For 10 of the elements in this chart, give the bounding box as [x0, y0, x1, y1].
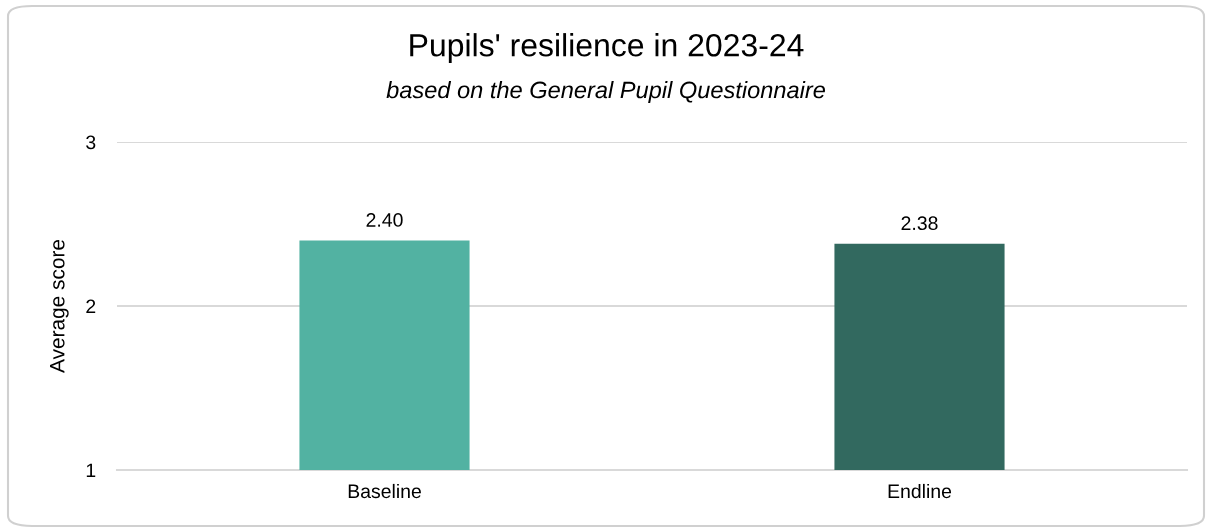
chart-title: Pupils' resilience in 2023-24 — [410, 33, 804, 63]
data-label: 2.40 — [366, 213, 403, 227]
x-tick-label: Baseline — [348, 483, 421, 499]
y-axis-title: Average score — [50, 239, 69, 373]
data-label: 2.38 — [901, 216, 938, 231]
chart-subtitle: based on the General Pupil Questionnaire — [386, 81, 825, 103]
x-tick-label: Endline — [888, 483, 952, 499]
y-tick-label: 2 — [86, 299, 96, 314]
y-tick-label: 1 — [86, 463, 96, 478]
y-tick-label: 3 — [86, 135, 96, 150]
